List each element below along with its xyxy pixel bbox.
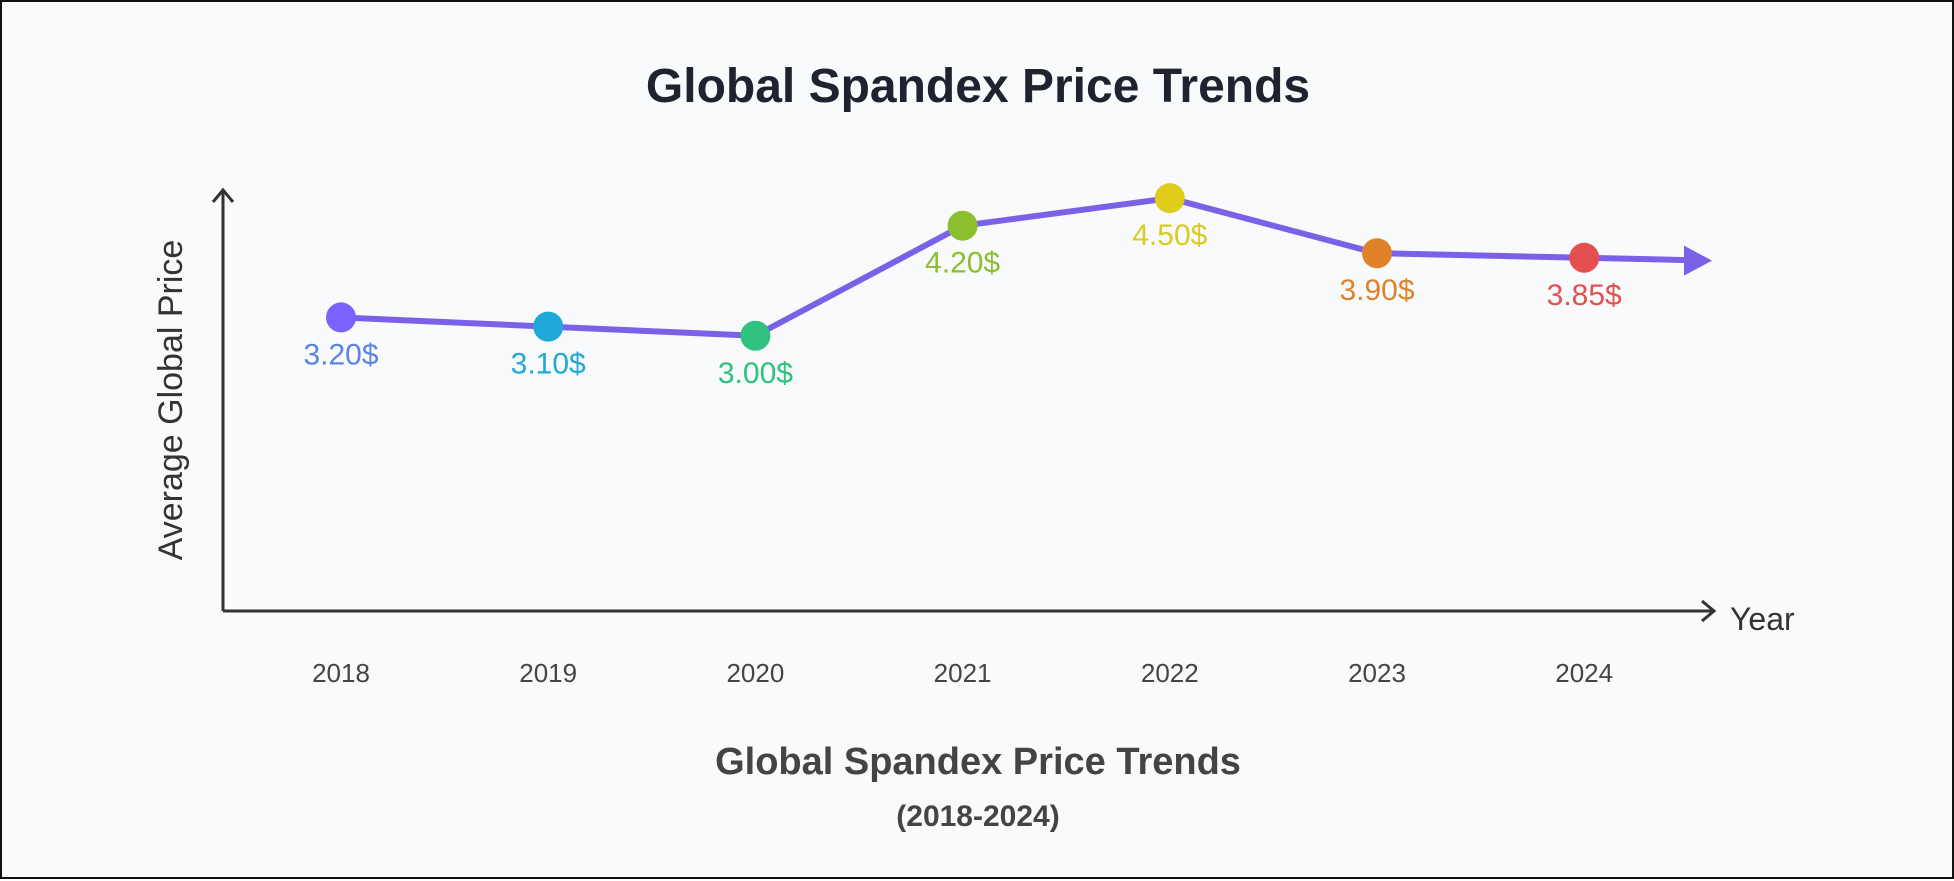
data-point-2023	[1362, 238, 1392, 269]
series-arrowhead	[1684, 245, 1712, 276]
data-label-2019: 3.10$	[511, 348, 586, 381]
x-tick-label-2022: 2022	[1141, 658, 1199, 688]
x-tick-label-2021: 2021	[934, 658, 992, 688]
x-tick-label-2020: 2020	[726, 658, 784, 688]
data-label-2020: 3.00$	[718, 357, 793, 390]
series-line	[340, 195, 1693, 339]
chart-title: Global Spandex Price Trends	[646, 60, 1310, 113]
x-axis-label: Year	[1730, 601, 1795, 637]
data-label-2018: 3.20$	[303, 338, 378, 371]
x-tick-label-2024: 2024	[1555, 658, 1613, 688]
data-label-2021: 4.20$	[925, 247, 1000, 280]
x-tick-label-2019: 2019	[519, 658, 577, 688]
data-point-2021	[947, 210, 978, 241]
data-point-2019	[533, 311, 564, 342]
y-axis-arrowhead	[211, 187, 235, 203]
x-tick-label-2023: 2023	[1348, 658, 1406, 688]
data-point-2024	[1569, 242, 1600, 273]
data-point-2020	[740, 320, 771, 351]
data-label-2024: 3.85$	[1547, 279, 1622, 312]
y-axis-label: Average Global Price	[152, 240, 190, 561]
bottom-title: Global Spandex Price Trends	[715, 741, 1241, 783]
x-axis-arrowhead	[1701, 599, 1717, 623]
data-point-2022	[1154, 183, 1185, 214]
data-label-2022: 4.50$	[1132, 219, 1207, 252]
x-tick-label-2018: 2018	[312, 658, 370, 688]
data-label-2023: 3.90$	[1339, 274, 1414, 307]
data-point-2018	[326, 302, 356, 333]
bottom-subtitle-range: (2018-2024)	[896, 800, 1059, 833]
